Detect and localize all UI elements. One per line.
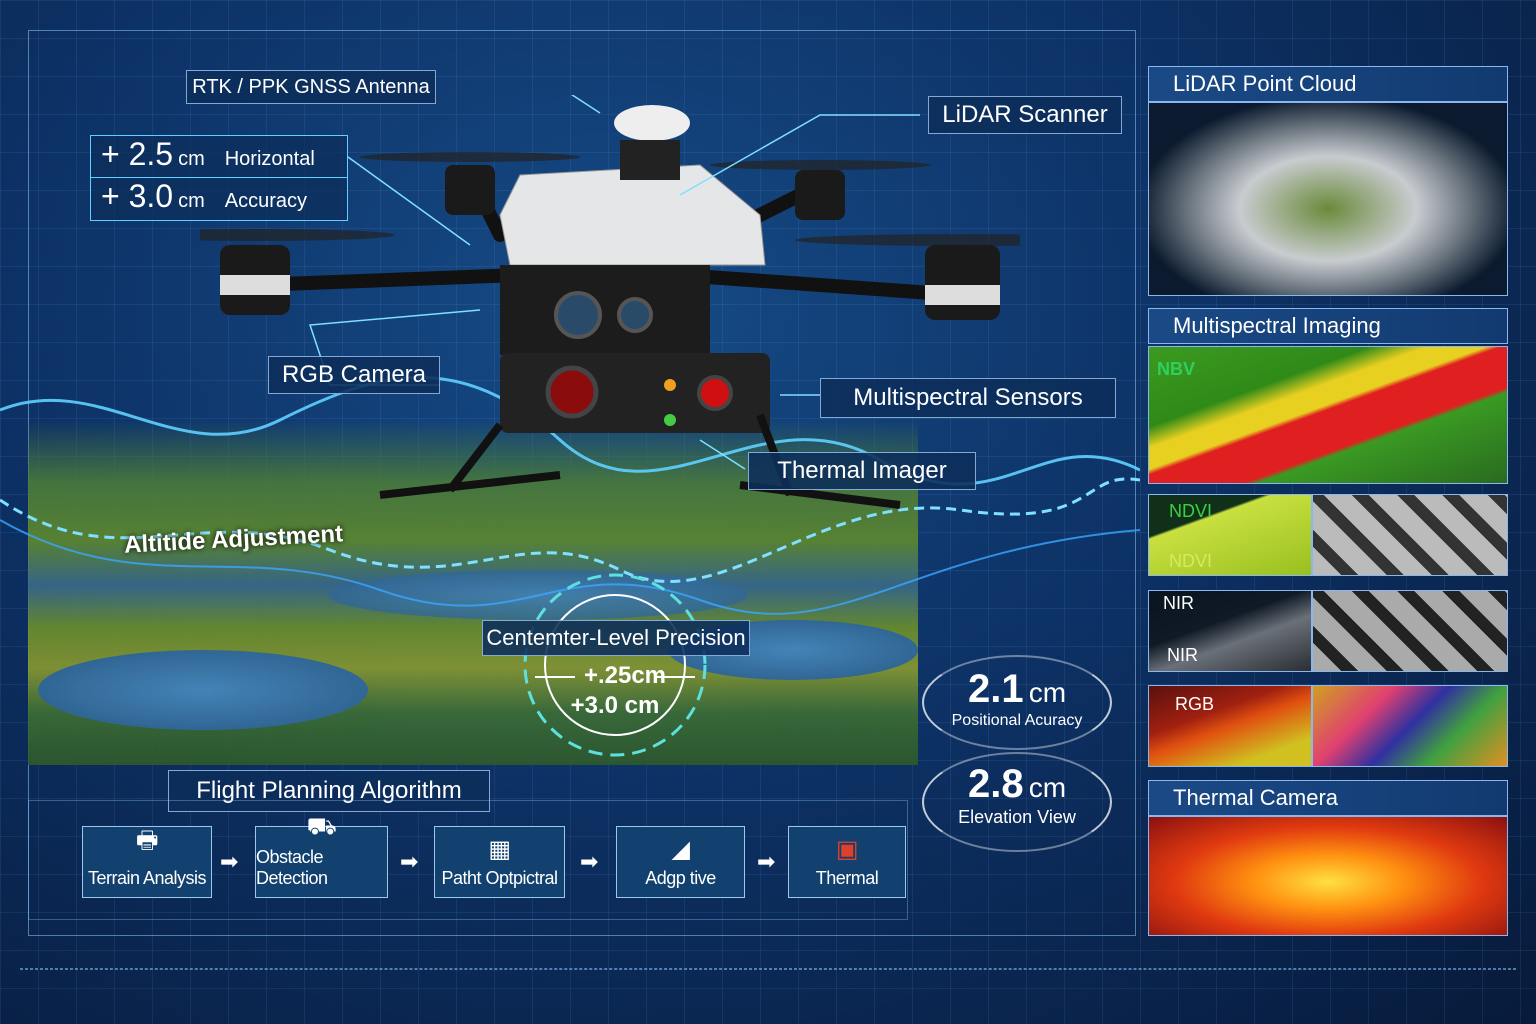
antenna-callout: RTK / PPK GNSS Antenna [186, 70, 436, 104]
step-thermal[interactable]: ▣ Thermal [788, 826, 906, 898]
wave-line [0, 519, 1140, 615]
accuracy-row: + 3.0 cm Accuracy [91, 178, 347, 220]
lidar-point-cloud-image [1148, 102, 1508, 296]
precision-value-1: +.25cm [583, 662, 667, 689]
accuracy-label: Accuracy [224, 190, 307, 212]
lidar-callout: LiDAR Scanner [928, 96, 1122, 134]
thermal-icon: ▣ [835, 836, 859, 863]
ndvi-tag: NDVI [1169, 501, 1213, 521]
precision-target-icon [523, 573, 707, 757]
lidar-panel-header: LiDAR Point Cloud [1148, 66, 1508, 102]
accuracy-label: Horizontal [224, 148, 315, 170]
multispectral-image: NBV [1148, 346, 1508, 484]
flight-planning-title: Flight Planning Algorithm [168, 770, 490, 812]
ndvi-tag: NDVI [1169, 551, 1213, 571]
wave-line [0, 477, 1140, 583]
precision-title: Centemter-Level Precision [482, 620, 750, 656]
adaptive-icon: ◢ [671, 836, 690, 863]
gnss-antenna [614, 105, 690, 141]
precision-value-2: +3.0 cm [570, 692, 660, 719]
ndvi-tag: NBV [1157, 359, 1196, 379]
motors [220, 165, 1000, 320]
step-adaptive[interactable]: ◢ Adgp tive [616, 826, 745, 898]
rgb-tag: RGB [1175, 694, 1215, 714]
arrow-right-icon: ➡ [400, 850, 419, 875]
elevation-stat: 2.8 cm Elevation View [922, 752, 1112, 852]
rgb-camera-lens [554, 291, 602, 339]
thermal-lens [545, 365, 599, 419]
rgb-camera-callout: RGB Camera [268, 356, 440, 394]
ndvi-grayscale-image [1312, 494, 1508, 576]
thermal-camera-image [1148, 816, 1508, 936]
step-label: Patht Optpictral [441, 868, 558, 888]
step-label: Thermal [815, 868, 879, 888]
step-label: Obstacle Detection [256, 847, 328, 888]
camera-housing [500, 265, 710, 355]
step-terrain-analysis[interactable]: 🖶 Terrain Analysis [82, 826, 212, 898]
thermal-callout: Thermal Imager [748, 452, 976, 490]
arrow-right-icon: ➡ [757, 850, 776, 875]
accuracy-row: + 2.5 cm Horizontal [91, 136, 347, 178]
accuracy-value: + 3.0 [101, 178, 174, 214]
multispectral-callout: Multispectral Sensors [820, 378, 1116, 418]
accuracy-unit: cm [178, 148, 205, 170]
propellers [200, 152, 1020, 246]
nir-tag: NIR [1163, 593, 1194, 613]
step-label: Terrain Analysis [87, 868, 207, 888]
nir-grayscale-image [1312, 590, 1508, 672]
stat-ring [922, 655, 1112, 750]
arrow-right-icon: ➡ [580, 850, 599, 875]
step-label: Adgp tive [645, 868, 716, 888]
rgb-image: RGB [1148, 685, 1312, 767]
nir-image: NIR NIR [1148, 590, 1312, 672]
step-obstacle-detection[interactable]: ⛟ Obstacle Detection [255, 813, 388, 898]
path-map-icon: ▦ [488, 836, 511, 863]
lake [38, 650, 368, 730]
drone-body [499, 164, 766, 266]
nir-tag: NIR [1167, 645, 1198, 665]
ndvi-image: NDVI NDVI [1148, 494, 1312, 576]
multispectral-panel-header: Multispectral Imaging [1148, 308, 1508, 344]
lidar-scanner [620, 140, 680, 180]
accuracy-unit: cm [178, 190, 205, 212]
positional-accuracy-stat: 2.1 cm Positional Acuracy [922, 655, 1112, 750]
stat-ring [922, 752, 1112, 852]
printer-icon: 🖶 [135, 827, 159, 854]
rgb-false-color-image [1312, 685, 1508, 767]
multispectral-lens [697, 375, 733, 411]
thermal-panel-header: Thermal Camera [1148, 780, 1508, 816]
bottom-divider [20, 968, 1516, 970]
obstacle-icon: ⛟ [306, 813, 337, 840]
accuracy-box: + 2.5 cm Horizontal + 3.0 cm Accuracy [90, 135, 348, 221]
step-path-optimization[interactable]: ▦ Patht Optpictral [434, 826, 565, 898]
accuracy-value: + 2.5 [101, 136, 174, 172]
flight-planning-frame [28, 800, 908, 920]
arrow-right-icon: ➡ [220, 850, 239, 875]
drone-image [200, 95, 1020, 509]
